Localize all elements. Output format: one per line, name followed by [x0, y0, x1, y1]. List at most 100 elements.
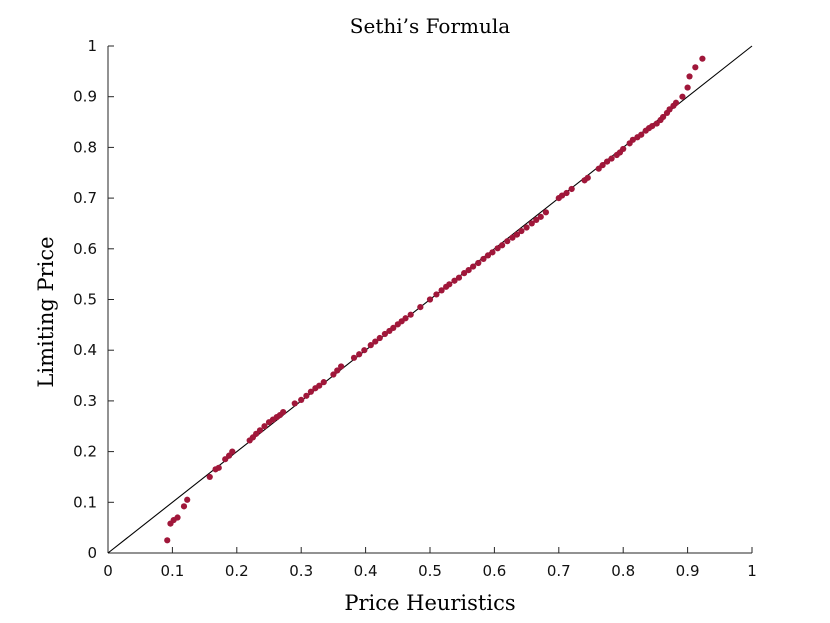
data-point	[608, 155, 615, 162]
data-point	[499, 242, 506, 249]
data-point	[350, 354, 358, 361]
data-point	[542, 209, 550, 216]
x-tick-label: 0.2	[225, 562, 249, 580]
data-point	[584, 174, 591, 181]
data-point	[376, 334, 383, 342]
data-point	[604, 158, 611, 165]
data-point	[568, 185, 575, 193]
x-tick-label: 1	[747, 562, 757, 580]
data-point	[660, 113, 667, 121]
data-point	[164, 537, 171, 544]
data-point	[489, 249, 496, 256]
data-point	[528, 220, 535, 227]
data-point	[480, 255, 487, 263]
x-tick-label: 0.8	[611, 562, 635, 580]
data-point	[686, 73, 693, 80]
y-tick-label: 0.4	[73, 341, 97, 359]
y-tick-label: 0.6	[73, 240, 97, 258]
x-tick-label: 0.7	[547, 562, 571, 580]
data-point	[303, 392, 310, 399]
y-tick-label: 1	[87, 37, 97, 55]
data-point	[446, 281, 453, 288]
x-tick-label: 0.6	[482, 562, 506, 580]
data-point	[438, 287, 445, 294]
data-point	[206, 473, 213, 481]
data-point	[330, 371, 337, 378]
data-point	[426, 296, 434, 303]
data-point	[184, 496, 191, 503]
data-point	[298, 396, 305, 403]
data-point	[451, 277, 458, 284]
data-point	[367, 342, 374, 349]
data-point	[256, 427, 264, 434]
data-point	[494, 245, 501, 252]
data-point	[433, 291, 440, 298]
data-point	[356, 351, 363, 358]
y-tick-label: 0.1	[73, 493, 97, 511]
data-point	[291, 400, 298, 407]
data-point	[372, 338, 379, 345]
data-point	[465, 266, 472, 274]
x-tick-label: 0	[103, 562, 113, 580]
y-tick-label: 0.8	[73, 138, 97, 156]
data-point	[679, 93, 686, 100]
data-point	[558, 192, 566, 199]
data-point	[455, 274, 463, 281]
data-point	[174, 514, 181, 521]
data-point	[229, 448, 236, 455]
y-tick-label: 0.7	[73, 189, 97, 207]
data-point	[523, 224, 530, 231]
data-point	[518, 227, 525, 235]
data-point	[504, 238, 511, 245]
data-point	[402, 315, 409, 322]
y-tick-label: 0	[87, 544, 97, 562]
x-tick-label: 0.5	[418, 562, 442, 580]
data-point	[320, 379, 327, 386]
x-tick-label: 0.3	[289, 562, 313, 580]
data-point	[672, 99, 680, 106]
data-point	[417, 304, 424, 311]
data-point	[390, 324, 397, 331]
data-point	[215, 464, 222, 471]
data-point	[599, 162, 606, 169]
y-tick-label: 0.2	[73, 443, 97, 461]
data-point	[381, 330, 389, 338]
data-point	[334, 367, 341, 374]
data-point	[280, 408, 287, 416]
x-axis-label: Price Heuristics	[344, 591, 515, 615]
data-point	[470, 263, 477, 270]
data-point	[620, 145, 627, 153]
data-point	[649, 123, 656, 130]
y-axis-label: Limiting Price	[34, 236, 58, 387]
y-tick-label: 0.3	[73, 392, 97, 410]
data-point	[692, 64, 699, 71]
chart-title: Sethi’s Formula	[350, 14, 510, 38]
data-point	[563, 189, 570, 197]
data-point	[316, 382, 323, 389]
x-tick-label: 0.9	[676, 562, 700, 580]
data-point	[461, 270, 468, 277]
data-point	[537, 213, 544, 220]
data-point	[338, 363, 345, 370]
data-point	[261, 423, 268, 430]
x-tick-label: 0.1	[160, 562, 184, 580]
data-point	[533, 216, 540, 224]
data-point	[638, 131, 645, 138]
data-points	[164, 55, 706, 544]
x-tick-label: 0.4	[354, 562, 378, 580]
y-tick-label: 0.5	[73, 291, 97, 309]
data-point	[407, 311, 414, 318]
y-tick-label: 0.9	[73, 88, 97, 106]
data-point	[513, 231, 521, 238]
data-point	[629, 136, 636, 143]
data-point	[509, 234, 516, 241]
data-point	[475, 259, 482, 267]
data-point	[180, 503, 188, 510]
data-point	[484, 252, 492, 259]
data-point	[307, 388, 314, 395]
data-point	[684, 84, 691, 91]
plot-axes: 0 0.1 0.2 0.3 0.4 0.5 0.6 0.7 0.8 0.9 1 0 0.1 0.2 0.3 0…	[73, 37, 757, 580]
data-point	[699, 55, 706, 62]
data-point	[361, 347, 368, 354]
